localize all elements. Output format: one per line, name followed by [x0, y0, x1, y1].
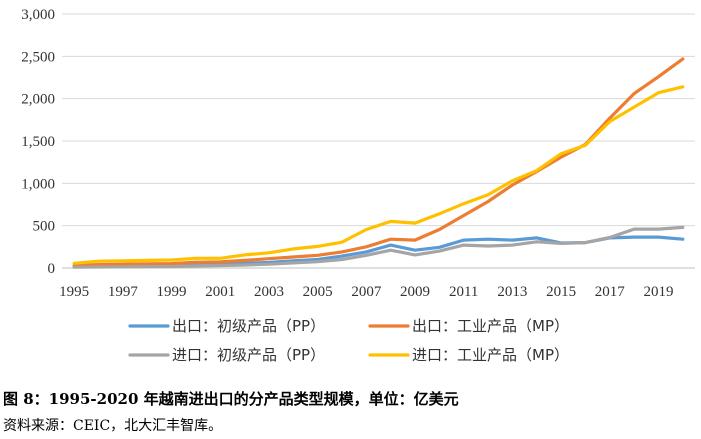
legend: 出口：初级产品（PP） 出口：工业产品（MP） 进口：初级产品（PP） 进口：工业产品… — [128, 317, 569, 364]
gridlines — [62, 13, 695, 227]
x-tick-label: 1995 — [59, 284, 89, 300]
x-tick-label: 2009 — [400, 284, 430, 300]
x-tick-label: 2011 — [449, 284, 478, 300]
figure-caption: 图 8：1995-2020 年越南进出口的分产品类型规模，单位：亿美元 — [3, 390, 459, 408]
legend-label: 进口：初级产品（PP） — [172, 346, 325, 364]
x-tick-labels: 1995 1997 1999 2001 2003 2005 2007 2009 2011 2013… — [59, 284, 673, 300]
y-tick-label: 0 — [48, 261, 56, 277]
x-tick-label: 1999 — [157, 284, 187, 300]
y-tick-label: 2,000 — [21, 92, 55, 108]
x-tick-label: 2015 — [546, 284, 576, 300]
x-tick-label: 1997 — [108, 284, 139, 300]
x-tick-label: 2003 — [254, 284, 284, 300]
y-tick-label: 1,500 — [21, 134, 55, 150]
legend-label: 进口：工业产品（MP） — [412, 346, 569, 364]
y-tick-label: 3,000 — [21, 7, 55, 23]
series-line-2 — [72, 57, 685, 268]
x-tick-label: 2013 — [497, 284, 527, 300]
x-tick-label: 2007 — [351, 284, 382, 300]
x-tick-label: 2019 — [643, 284, 673, 300]
source-note: 资料来源：CEIC，北大汇丰智库。 — [3, 418, 223, 434]
x-tick-label: 2005 — [303, 284, 333, 300]
y-tick-label: 2,500 — [21, 49, 55, 65]
series-lines — [72, 57, 685, 269]
x-tick-label: 2001 — [205, 284, 235, 300]
legend-label: 出口：工业产品（MP） — [412, 317, 569, 335]
y-tick-label: 500 — [33, 219, 56, 235]
y-tick-label: 1,000 — [21, 176, 55, 192]
series-line-3 — [72, 225, 685, 269]
legend-label: 出口：初级产品（PP） — [172, 317, 325, 335]
y-tick-labels: 0 500 1,000 1,500 2,000 2,500 3,000 — [21, 7, 55, 277]
series-line-4 — [72, 85, 685, 265]
x-tick-label: 2017 — [595, 284, 626, 300]
